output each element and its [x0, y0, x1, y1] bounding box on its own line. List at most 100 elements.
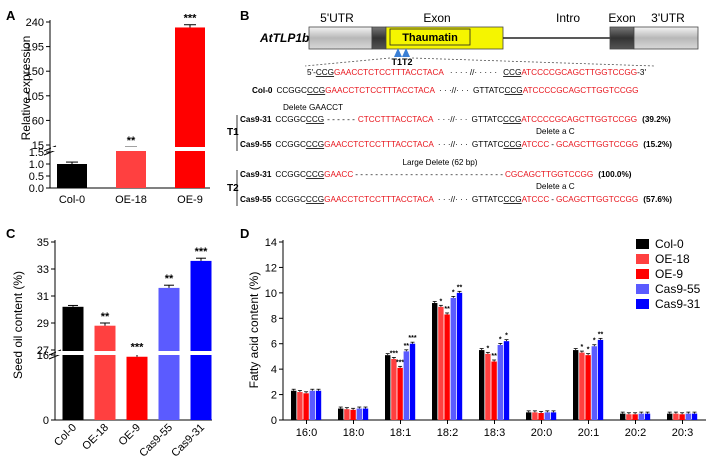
panel-d-bar	[497, 344, 503, 420]
thaumatin-label: Thaumatin	[402, 32, 458, 44]
panel-a: A Relative expression 0.00.51.01.515 60 10…	[6, 8, 211, 206]
panel-c-bars: **********	[56, 246, 213, 420]
ref-target1: GAACCTCTCCTTTACCTACA	[334, 68, 444, 77]
panel-d-bar	[667, 413, 673, 420]
panel-d-significance: *	[487, 345, 490, 352]
t1-note2: Delete a C	[536, 127, 575, 136]
panel-a-significance: **	[127, 135, 136, 147]
panel-a-tick-label: 1.0	[29, 159, 44, 171]
t1-row1-target2: ATCCCCGCAGCTTGGTCCGG	[521, 115, 637, 124]
panel-d-significance: *	[587, 347, 590, 354]
panel-d-bar	[632, 414, 638, 420]
t1-row1-deletion: - - - - - -	[327, 115, 355, 124]
t2-row1-target2: CGCAGCTTGGTCCGG	[505, 170, 593, 179]
legend-swatch	[636, 284, 649, 294]
panel-c-bar	[94, 325, 116, 420]
panel-d-bar	[385, 355, 391, 420]
col0-seq-target1: GAACCTCTCCTTTACCTACA	[325, 86, 435, 95]
panel-d-significance: ***	[390, 350, 398, 357]
t2-row2-gap: · · ·//· · ·	[438, 195, 468, 204]
t1-row1-pam1: CCG	[306, 115, 324, 124]
panel-d-significance: *	[499, 336, 502, 343]
legend-label: Cas9-31	[655, 297, 701, 311]
panel-d-tick-label: 2	[271, 390, 277, 402]
panel-d-bar	[315, 390, 322, 420]
panel-d-bar	[403, 351, 409, 420]
panel-d-x-label: 20:1	[578, 427, 599, 439]
t1-row2-target2b: GCAGCTTGGTCCGG	[556, 140, 638, 149]
panel-d-significance: **	[404, 343, 410, 350]
panel-a-bars: *****	[51, 13, 211, 188]
panel-a-tick-label: 240	[26, 17, 44, 29]
panel-d-significance: **	[491, 353, 497, 360]
gene-name: AtTLP1b	[259, 31, 309, 45]
t2-row1-pam1: CCG	[306, 170, 324, 179]
panel-d-bar	[544, 412, 550, 420]
panel-d-tick-label: 0	[271, 415, 277, 427]
panel-c-tick-label: 29	[37, 318, 49, 330]
exon1-label: Exon	[423, 11, 450, 25]
panel-c-x-label: Col-0	[52, 422, 79, 449]
panel-d-tick-label: 8	[271, 313, 277, 325]
panel-d-tick-label: 10	[265, 288, 277, 300]
panel-d-significance: *	[581, 344, 584, 351]
panel-a-x-label: OE-9	[177, 194, 203, 206]
panel-a-tick-label: 60	[32, 115, 44, 127]
panel-c-bar	[62, 306, 84, 420]
panel-d-bar	[573, 350, 579, 420]
panel-d-x-label: 18:2	[437, 427, 458, 439]
panel-d-x-label: 20:0	[531, 427, 552, 439]
panel-a-tick-label: 105	[26, 91, 44, 103]
t1-row2: Cas9-55 CCGGCCCGGAACCTCTCCTTTACCTACA · · ·…	[240, 140, 672, 149]
panel-b: B AtTLP1b 5'UTR Exon Intro Exon 3'UTR Th…	[227, 8, 699, 206]
panel-d-bar	[685, 413, 691, 420]
t2-row2-pct: (57.6%)	[643, 195, 672, 204]
panel-c-significance: **	[165, 273, 174, 285]
panel-a-tick-label: 0.5	[29, 171, 44, 183]
panel-d-bar	[338, 408, 344, 420]
legend-label: Cas9-55	[655, 282, 701, 296]
panel-d-bar	[350, 409, 356, 420]
t1-row2-a: CCGGC	[275, 140, 306, 149]
panel-d-x-label: 18:1	[390, 427, 411, 439]
t1-row1-d: GTTATC	[472, 115, 504, 124]
t1-row2-pam2: CCG	[503, 140, 521, 149]
panel-a-break-band	[51, 147, 211, 151]
panel-d-bar	[673, 413, 679, 420]
panel-d-bar	[644, 413, 651, 420]
panel-d-significance: **	[598, 331, 604, 338]
panel-a-tick-label: 15	[32, 140, 44, 152]
panel-d-significance: *	[505, 333, 508, 340]
t1-row2-d: GTTATC	[472, 140, 504, 149]
panel-a-significance: ***	[184, 13, 198, 25]
panel-d-bar	[409, 343, 416, 420]
panel-c-tick-label: 31	[37, 291, 49, 303]
t2-row1-a: CCGGC	[275, 170, 306, 179]
panel-d-bar	[397, 367, 403, 420]
panel-d-bar	[438, 306, 444, 420]
panel-d-bar	[391, 358, 397, 420]
col0-seq-a: CCGGC	[276, 86, 307, 95]
t2-row1-target1: GAACC	[324, 170, 353, 179]
panel-d-tick-label: 4	[271, 364, 277, 376]
panel-a-ylabel: Relative expression	[19, 36, 33, 141]
t2-row2-target1: GAACCTCTCCTTTACCTACA	[324, 195, 434, 204]
panel-a-tick-label: 150	[26, 66, 44, 78]
panel-d-letter: D	[240, 226, 249, 241]
panel-d-significance: ***	[408, 335, 416, 342]
t2-row2-a: CCGGC	[275, 195, 306, 204]
panel-d-bar	[526, 412, 532, 420]
t2-note1: Large Delete (62 bp)	[402, 158, 477, 167]
col0-seq-pam2: CCG	[504, 86, 522, 95]
panel-d-x-label: 20:3	[672, 427, 693, 439]
t2-row2-pam1: CCG	[306, 195, 324, 204]
legend-swatch	[636, 269, 649, 279]
t1-row1-pct: (39.2%)	[642, 115, 671, 124]
panel-d-significance: ***	[396, 359, 404, 366]
panel-a-letter: A	[6, 8, 16, 23]
panel-a-y-ticks: 0.00.51.01.515 60 105 150 195 240	[26, 17, 210, 195]
panel-a-tick-label: 195	[26, 42, 44, 54]
t2-row2-d: GTTATC	[472, 195, 504, 204]
